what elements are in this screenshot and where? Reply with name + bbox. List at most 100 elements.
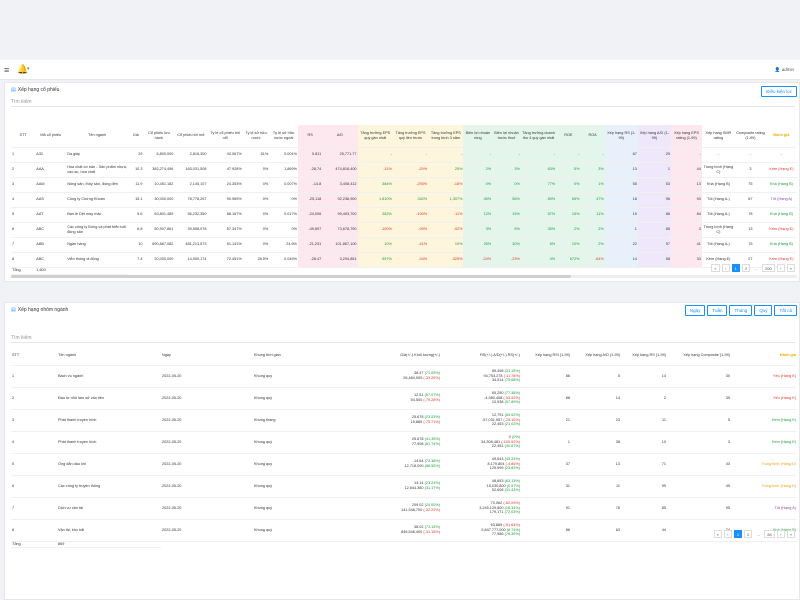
table-row[interactable]: 3 AAM Nông sản, thủy sản, đóng đến 11.9 10,4… — [11, 177, 797, 193]
column-header[interactable]: Xếp hạng SMR rating — [701, 125, 735, 148]
filter-4[interactable]: Tất cả — [774, 305, 797, 316]
column-header[interactable]: Khung thời gian — [253, 347, 361, 366]
column-header[interactable]: Đánh giá — [731, 347, 797, 366]
pagination-item[interactable]: 84 — [764, 530, 775, 538]
column-header[interactable]: Đánh giá — [765, 125, 797, 148]
top-bar: ≡ 🔔 ▾ 👤 admin — [0, 60, 800, 80]
filter-3[interactable]: Quý — [754, 305, 773, 316]
table-cell: 6,800,000 — [143, 147, 175, 163]
stt-cell: 1 — [11, 365, 57, 388]
table-row[interactable]: 1 A32 Da giày 29 6,800,000 2,816,300 42.067% 51… — [11, 147, 797, 163]
pagination-item[interactable]: « — [711, 264, 720, 272]
pagination-item[interactable]: 2 — [741, 264, 751, 272]
table-cell: 29 — [128, 147, 144, 163]
column-header[interactable]: Tăng trưởng doanh thu 4 quý gần nhất — [520, 125, 557, 148]
value: 8,179,804 — [487, 461, 505, 466]
horizontal-scrollbar[interactable] — [11, 275, 797, 278]
column-header[interactable]: Giá(+/-) Khối lượng(+/-) — [361, 347, 441, 366]
table-cell: Tốt (Hạng A) — [765, 192, 797, 208]
table-row[interactable]: 6 Các công ty truyền thông 2022-05-20 Khung… — [11, 475, 797, 498]
table-row[interactable]: 8 ABC Viễn thông di động 7.4 20,000,000 14,55… — [11, 252, 797, 268]
table-row[interactable]: 1 Bách vù ngành 2022-05-20 Khung quý 38.47 (… — [11, 365, 797, 388]
industry-name: Ống dẫn dầu khí — [57, 453, 161, 476]
column-header[interactable]: Xếp hạng RS (1-99) — [621, 347, 667, 366]
column-header[interactable]: Tăng trưởng EPS quý gần nhất — [357, 125, 393, 148]
filter-1[interactable]: Tuần — [707, 305, 728, 316]
filter-conditions-button[interactable]: Điều kiện lọc — [761, 86, 797, 97]
rank-cell: 21 — [521, 409, 571, 432]
column-header[interactable]: ROE — [556, 125, 581, 148]
table-cell: -49,897 — [297, 222, 323, 238]
column-header[interactable]: Tỷ lệ cổ phiếu trôi nổi — [207, 125, 243, 148]
stock-table: STT Mã cổ phiếu Tên ngành Giá Cổ phiếu lưu h… — [11, 125, 797, 275]
chevron-down-icon[interactable]: ▾ — [27, 66, 30, 72]
column-header[interactable]: STT — [11, 125, 36, 148]
user-menu[interactable]: 👤 admin — [775, 67, 794, 73]
table-row[interactable]: 7 Dịch vụ vận tải 2022-05-20 Khung quý 209.0… — [11, 497, 797, 520]
table-row[interactable]: 8 Vận tải, kho bãi 2022-05-20 Khung quý 38.0… — [11, 519, 797, 542]
rank-cell: 45 — [667, 475, 731, 498]
table-row[interactable]: 6 ABC Các công ty Đóng và phát triển bất đ… — [11, 222, 797, 238]
column-header[interactable]: Xếp hạng RS (1-99) — [604, 125, 638, 148]
column-header[interactable]: Mã cổ phiếu — [35, 125, 67, 148]
pagination-item[interactable]: 1 — [731, 264, 740, 272]
stock-card-title: Xếp hạng cổ phiếu — [17, 87, 60, 93]
filter-2[interactable]: Tháng — [729, 305, 753, 316]
column-header[interactable]: Xếp hạng A/D (1-99) — [637, 125, 671, 148]
filter-0[interactable]: Ngày — [684, 305, 706, 316]
column-header[interactable]: Tỷ lệ sở hữu nước — [242, 125, 270, 148]
pagination-item[interactable]: » — [786, 530, 795, 538]
table-row[interactable]: 3 Phát thanh truyền hình 2022-05-20 Khung t… — [11, 409, 797, 432]
column-header[interactable]: Xếp hạng EPS rating (1-99) — [670, 125, 702, 148]
table-row[interactable]: 2 Đầu tư nhỏ làm sử vào tiền 2022-05-20 Khu… — [11, 387, 797, 410]
table-cell: 481,213,573 — [174, 237, 208, 253]
menu-icon[interactable]: ≡ — [4, 65, 10, 75]
pagination-item[interactable]: 200 — [762, 264, 775, 272]
column-header[interactable]: Cổ phiếu lưu hành — [143, 125, 175, 148]
table-cell: 5% — [492, 222, 521, 238]
column-header[interactable]: Composite rating (1-99) — [734, 125, 766, 148]
pagination-item[interactable]: ‹ — [723, 530, 732, 538]
column-header[interactable]: Tên ngành — [66, 125, 128, 148]
pagination-item[interactable]: « — [713, 530, 722, 538]
pagination-item[interactable]: › — [776, 264, 785, 272]
search-input[interactable]: Tìm kiếm — [11, 334, 795, 343]
column-header[interactable]: Biên lợi nhuận ròng — [463, 125, 493, 148]
table-cell: 597% — [357, 252, 393, 268]
table-row[interactable]: 7 ABB Ngân hàng 10 690,867,082 481,213,573 51.… — [11, 237, 797, 253]
pagination-item[interactable]: » — [786, 264, 795, 272]
column-header[interactable]: RS(+/-) A/D(+/-) RS(+/-) — [441, 347, 521, 366]
pagination-item[interactable]: ... — [754, 265, 758, 271]
column-header[interactable]: Biên lợi nhuận trước thuế — [492, 125, 521, 148]
column-header[interactable]: Tăng trưởng EPS trung bình 3 năm — [428, 125, 464, 148]
table-row[interactable]: 2 AAA Hóa chất cơ bản - Sản phẩm nhựa, cao… — [11, 162, 797, 178]
column-header[interactable]: RS — [297, 125, 323, 148]
column-header[interactable]: Tên ngành — [57, 347, 161, 366]
column-header[interactable]: Xếp hạng RSI (1-99) — [521, 347, 571, 366]
pagination-item[interactable]: ... — [756, 531, 760, 537]
column-header[interactable]: Giá — [128, 125, 144, 148]
column-header[interactable]: A/D — [322, 125, 358, 148]
change: (41.35%) — [424, 437, 440, 442]
column-header[interactable]: Tăng trưởng EPS quý liền trước — [392, 125, 429, 148]
table-row[interactable]: 4 Phát thanh truyền hình 2022-05-20 Khung q… — [11, 431, 797, 454]
pagination-item[interactable]: 1 — [733, 530, 743, 538]
column-header[interactable]: Ngày — [161, 347, 253, 366]
date-cell: 2022-05-20 — [161, 431, 253, 454]
search-input[interactable]: Tìm kiếm — [11, 98, 795, 107]
rank-cell: 37 — [521, 453, 571, 476]
pagination-item[interactable]: 2 — [744, 530, 753, 538]
pagination-item[interactable]: ‹ — [721, 264, 730, 272]
table-row[interactable]: 5 AAT Bán lẻ Dệt may mặc 9.6 63,801,489 56,23… — [11, 207, 797, 223]
column-header[interactable]: Cổ phiếu tới mở — [174, 125, 208, 148]
table-row[interactable]: 5 Ống dẫn dầu khí 2022-05-20 Khung quý 14.64… — [11, 453, 797, 476]
column-header[interactable]: Tỷ lệ sở hữu nước ngoài — [269, 125, 298, 148]
column-header[interactable]: Xếp hạng Composite (1-99) — [667, 347, 731, 366]
column-header[interactable]: Xếp hạng A/D (1-99) — [571, 347, 621, 366]
pagination-item[interactable]: › — [776, 530, 785, 538]
bell-icon[interactable]: 🔔 — [17, 64, 29, 74]
rank-cell: 2 — [621, 387, 667, 410]
column-header[interactable]: ROA — [580, 125, 605, 148]
column-header[interactable]: STT — [11, 347, 57, 366]
table-row[interactable]: 4 AAS Công ty Chứng Khoán 15.1 30,000,000 78,… — [11, 192, 797, 208]
